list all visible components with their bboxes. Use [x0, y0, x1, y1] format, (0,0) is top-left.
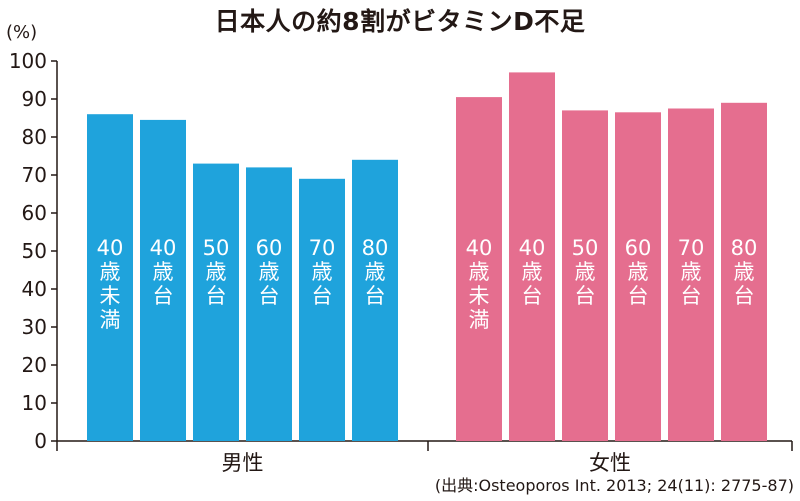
bar: [668, 108, 714, 441]
group-label: 女性: [589, 451, 631, 475]
y-tick-label: 70: [22, 163, 47, 187]
bar-category-label: 歳: [681, 260, 702, 284]
bar-category-label: 40: [97, 236, 124, 260]
chart-title: 日本人の約8割がビタミンD不足: [214, 7, 586, 36]
y-tick-label: 0: [34, 429, 47, 453]
y-tick-label: 10: [22, 391, 47, 415]
y-tick-label: 30: [22, 315, 47, 339]
y-tick-label: 20: [22, 353, 47, 377]
bar-category-label: 満: [469, 308, 490, 332]
bar: [562, 110, 608, 442]
bar-category-label: 未: [100, 284, 121, 308]
bar-category-label: 未: [469, 284, 490, 308]
bar-category-label: 歳: [628, 260, 649, 284]
bar-category-label: 40: [150, 236, 177, 260]
bar-category-label: 台: [259, 284, 280, 308]
bar-category-label: 歳: [469, 260, 490, 284]
bar-category-label: 台: [365, 284, 386, 308]
bar: [87, 114, 133, 441]
bar-category-label: 満: [100, 308, 121, 332]
y-tick-label: 40: [22, 277, 47, 301]
y-tick-label: 60: [22, 201, 47, 225]
bar-category-label: 60: [625, 236, 652, 260]
bar-category-label: 台: [312, 284, 333, 308]
bar-category-label: 歳: [522, 260, 543, 284]
y-tick-label: 50: [22, 239, 47, 263]
bar-category-label: 60: [256, 236, 283, 260]
bar-category-label: 50: [203, 236, 230, 260]
bar: [299, 178, 345, 442]
y-axis-unit: (%): [6, 22, 38, 43]
bar-category-label: 80: [362, 236, 389, 260]
bar: [193, 163, 239, 441]
bar-category-label: 40: [466, 236, 493, 260]
bar-category-label: 台: [734, 284, 755, 308]
bar-category-label: 台: [153, 284, 174, 308]
bar-category-label: 歳: [206, 260, 227, 284]
bar-category-label: 台: [206, 284, 227, 308]
bar-category-label: 70: [309, 236, 336, 260]
bar-category-label: 80: [731, 236, 758, 260]
bar-category-label: 台: [575, 284, 596, 308]
bar-category-label: 70: [678, 236, 705, 260]
bar: [721, 102, 767, 442]
bar-category-label: 台: [628, 284, 649, 308]
bar-category-label: 歳: [312, 260, 333, 284]
bar-category-label: 歳: [100, 260, 121, 284]
bar: [456, 97, 502, 441]
source-citation: (出典:Osteoporos Int. 2013; 24(11): 2775-8…: [434, 476, 794, 495]
group-label: 男性: [222, 451, 264, 475]
bar-category-label: 40: [519, 236, 546, 260]
bar-category-label: 歳: [734, 260, 755, 284]
bar: [140, 119, 186, 442]
bar-category-label: 歳: [153, 260, 174, 284]
bar: [352, 159, 398, 442]
bar: [615, 112, 661, 442]
bar-category-label: 50: [572, 236, 599, 260]
bar-category-label: 歳: [259, 260, 280, 284]
bar-category-label: 歳: [365, 260, 386, 284]
bar: [509, 72, 555, 442]
y-tick-label: 90: [22, 87, 47, 111]
bar-category-label: 台: [681, 284, 702, 308]
y-tick-label: 80: [22, 125, 47, 149]
bar-category-label: 歳: [575, 260, 596, 284]
bar-category-label: 台: [522, 284, 543, 308]
y-tick-label: 100: [9, 49, 47, 73]
bar: [246, 167, 292, 441]
